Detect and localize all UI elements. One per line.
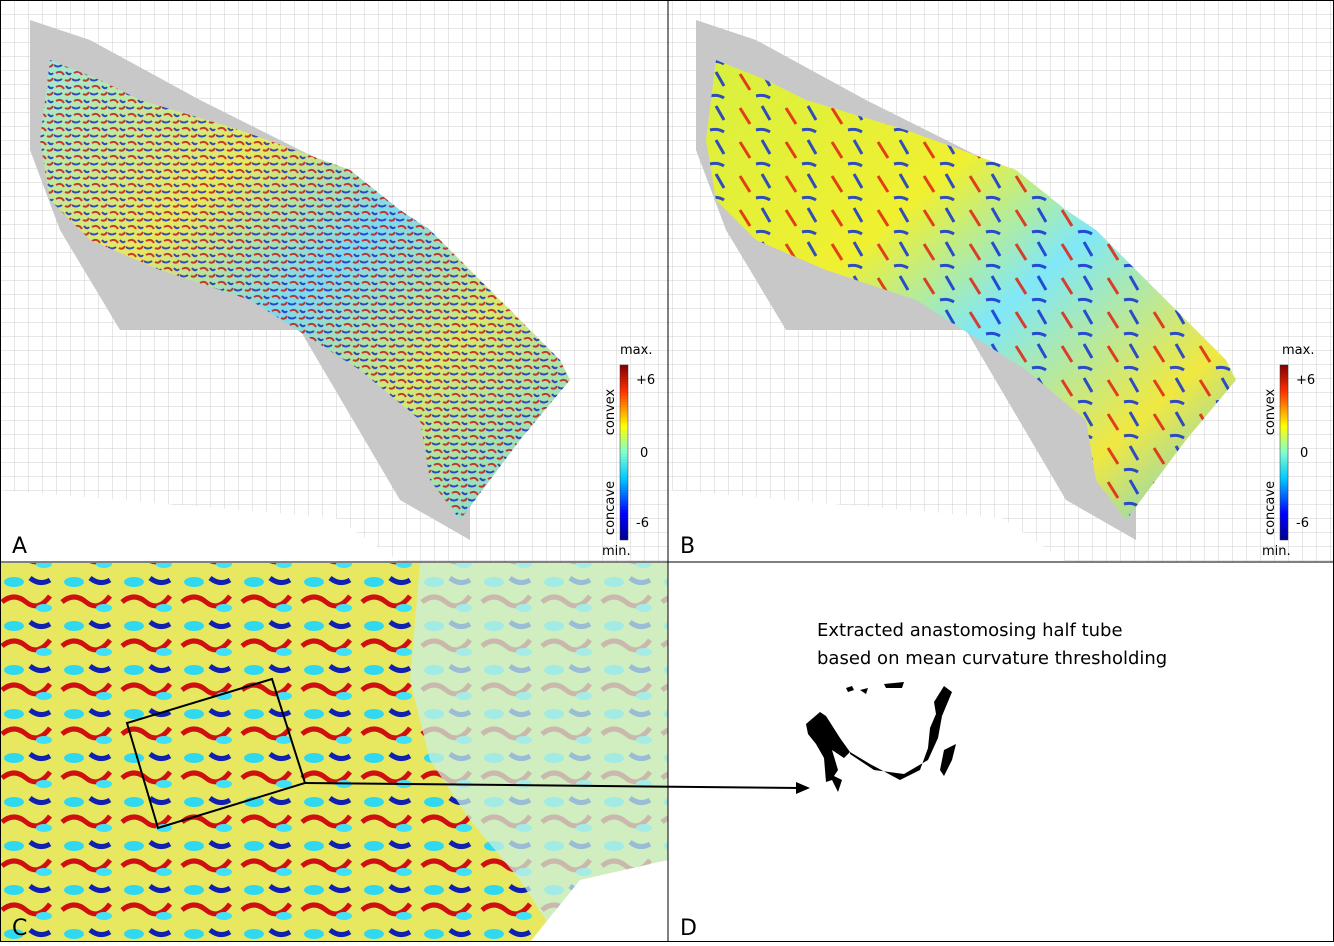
arrow <box>304 782 801 789</box>
panel-d: Extracted anastomosing half tube based o… <box>680 620 1167 941</box>
colorbar-label: -6 <box>636 516 649 531</box>
panel-label: D <box>680 916 697 941</box>
panel-c: C <box>0 563 668 942</box>
curvature-texture <box>706 60 1236 520</box>
colorbar-label: -6 <box>1296 516 1309 531</box>
curvature-texture <box>40 60 570 520</box>
caption-line: Extracted anastomosing half tube <box>817 620 1123 641</box>
panel-label: A <box>12 534 27 559</box>
colorbar-axis: convex <box>603 388 618 435</box>
colorbar <box>619 364 629 541</box>
extracted-tube <box>806 682 956 792</box>
colorbar-label: 0 <box>1300 446 1308 461</box>
colorbar <box>1279 364 1289 541</box>
closeup-region <box>410 563 668 942</box>
panel-label: C <box>12 916 27 941</box>
colorbar-axis: convex <box>1263 388 1278 435</box>
panel-label: B <box>680 534 695 559</box>
panel-b: max. +6 0 -6 min. convex concave B <box>668 0 1334 562</box>
colorbar-label: +6 <box>636 373 655 388</box>
colorbar-label: +6 <box>1296 373 1315 388</box>
panel-a: max. +6 0 -6 min. convex concave A <box>0 0 668 562</box>
colorbar-label: max. <box>620 343 652 358</box>
colorbar-label: min. <box>1262 544 1291 559</box>
colorbar-label: max. <box>1282 343 1314 358</box>
colorbar-axis: concave <box>1263 481 1278 535</box>
colorbar-label: min. <box>602 544 631 559</box>
arrow-head <box>796 782 810 794</box>
background <box>530 860 668 942</box>
caption-line: based on mean curvature thresholding <box>817 648 1167 669</box>
colorbar-label: 0 <box>640 446 648 461</box>
colorbar-axis: concave <box>603 481 618 535</box>
